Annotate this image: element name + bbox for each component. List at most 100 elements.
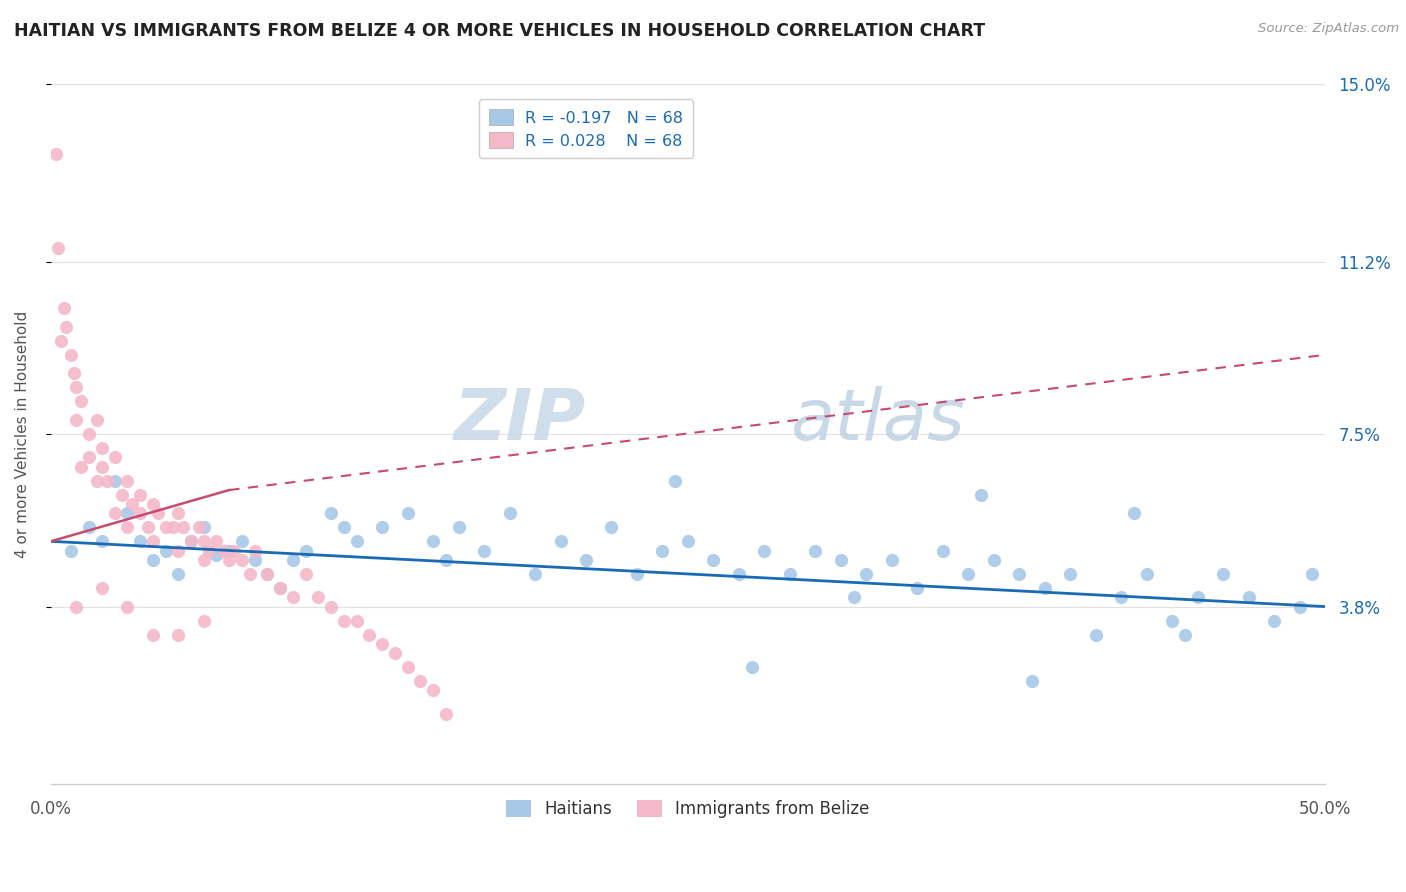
Point xyxy=(117,599,139,614)
Point xyxy=(172,520,194,534)
Point xyxy=(1021,674,1043,689)
Text: atlas: atlas xyxy=(790,385,965,455)
Point xyxy=(804,543,827,558)
Point xyxy=(371,520,394,534)
Point xyxy=(1212,566,1234,581)
Point xyxy=(575,553,598,567)
Point xyxy=(205,549,228,563)
Y-axis label: 4 or more Vehicles in Household: 4 or more Vehicles in Household xyxy=(15,310,30,558)
Point xyxy=(146,506,169,520)
Point xyxy=(167,543,190,558)
Point xyxy=(702,553,724,567)
Point xyxy=(193,614,215,628)
Point xyxy=(1174,627,1197,641)
Point xyxy=(256,566,278,581)
Point xyxy=(52,301,75,316)
Point xyxy=(1122,506,1144,520)
Point xyxy=(243,543,266,558)
Point xyxy=(281,553,304,567)
Point xyxy=(651,543,673,558)
Point xyxy=(142,627,165,641)
Point xyxy=(205,534,228,549)
Point xyxy=(60,348,83,362)
Point xyxy=(855,566,877,581)
Point xyxy=(77,427,100,442)
Point xyxy=(830,553,852,567)
Point xyxy=(1059,566,1081,581)
Point xyxy=(281,591,304,605)
Point xyxy=(218,543,240,558)
Point xyxy=(90,534,112,549)
Point xyxy=(49,334,72,348)
Point xyxy=(142,497,165,511)
Point xyxy=(1109,591,1132,605)
Point xyxy=(779,566,801,581)
Point xyxy=(1084,627,1107,641)
Point xyxy=(447,520,470,534)
Point xyxy=(180,534,202,549)
Point xyxy=(346,614,368,628)
Point xyxy=(422,534,444,549)
Point xyxy=(626,566,648,581)
Point xyxy=(239,566,262,581)
Point xyxy=(55,319,77,334)
Point xyxy=(86,413,108,427)
Point xyxy=(880,553,903,567)
Point xyxy=(269,581,291,595)
Point xyxy=(142,553,165,567)
Point xyxy=(136,520,159,534)
Point xyxy=(103,506,125,520)
Point xyxy=(117,520,139,534)
Point xyxy=(970,488,993,502)
Point xyxy=(333,520,356,534)
Point xyxy=(409,674,432,689)
Point xyxy=(243,553,266,567)
Point xyxy=(728,566,751,581)
Point xyxy=(45,147,67,161)
Point xyxy=(932,543,955,558)
Point xyxy=(321,506,343,520)
Point xyxy=(129,506,152,520)
Point xyxy=(65,380,87,394)
Point xyxy=(1033,581,1056,595)
Point xyxy=(1008,566,1031,581)
Point xyxy=(117,506,139,520)
Point xyxy=(550,534,572,549)
Point xyxy=(396,660,419,674)
Point xyxy=(142,534,165,549)
Point xyxy=(231,553,253,567)
Point xyxy=(77,450,100,465)
Point xyxy=(193,520,215,534)
Point xyxy=(396,506,419,520)
Point xyxy=(77,520,100,534)
Point xyxy=(103,474,125,488)
Point xyxy=(664,474,686,488)
Point xyxy=(321,599,343,614)
Point xyxy=(422,683,444,698)
Point xyxy=(333,614,356,628)
Text: Source: ZipAtlas.com: Source: ZipAtlas.com xyxy=(1258,22,1399,36)
Point xyxy=(70,394,93,409)
Point xyxy=(741,660,763,674)
Point xyxy=(65,413,87,427)
Point xyxy=(129,488,152,502)
Point xyxy=(498,506,520,520)
Point xyxy=(96,474,118,488)
Text: ZIP: ZIP xyxy=(454,385,586,455)
Point xyxy=(198,543,221,558)
Point xyxy=(86,474,108,488)
Point xyxy=(90,581,112,595)
Point xyxy=(359,627,381,641)
Point xyxy=(103,450,125,465)
Point xyxy=(167,627,190,641)
Point xyxy=(70,459,93,474)
Point xyxy=(193,534,215,549)
Point xyxy=(256,566,278,581)
Point xyxy=(180,534,202,549)
Point xyxy=(434,706,457,721)
Point xyxy=(162,520,184,534)
Point xyxy=(90,459,112,474)
Point xyxy=(193,553,215,567)
Point xyxy=(48,241,70,255)
Point xyxy=(384,646,406,660)
